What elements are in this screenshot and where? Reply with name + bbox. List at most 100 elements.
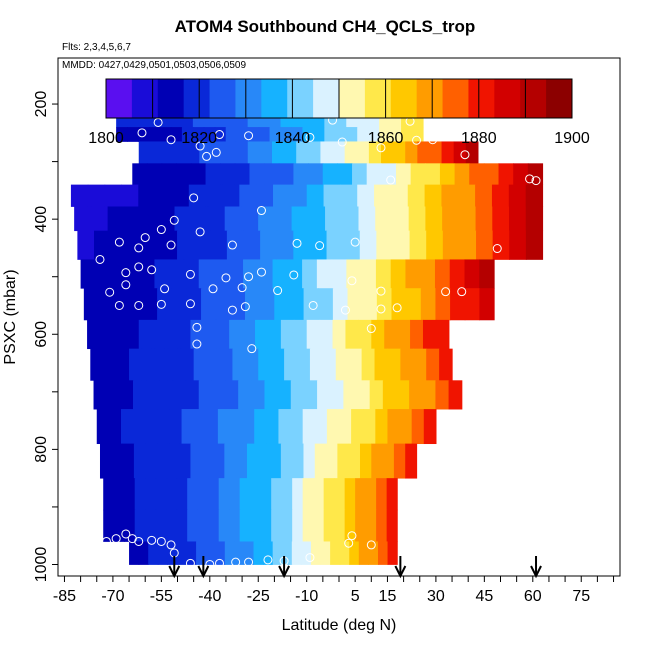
heat-cell <box>277 380 292 410</box>
sample-point <box>121 268 131 278</box>
heat-cell <box>239 509 251 542</box>
x-tick-label: 15 <box>379 588 397 605</box>
heat-cell <box>218 478 230 511</box>
sample-point <box>305 132 315 142</box>
heat-cell <box>449 259 466 289</box>
sample-point <box>244 131 254 141</box>
heat-cell <box>201 443 214 479</box>
heat-cell <box>205 184 224 207</box>
heat-cell <box>308 141 322 164</box>
heat-cell <box>382 443 395 479</box>
heat-cell <box>292 443 305 479</box>
colorbar-tick-label: 1900 <box>554 130 590 147</box>
dates-note: MMDD: 0427,0429,0501,0503,0506,0509 <box>62 60 247 71</box>
heat-cell <box>177 319 192 350</box>
heat-cell <box>356 141 370 164</box>
heat-cell <box>272 541 283 565</box>
heat-cell <box>399 409 413 445</box>
heat-cell <box>120 409 134 445</box>
sample-point <box>273 286 283 296</box>
heat-cell <box>186 541 197 565</box>
heat-cell <box>121 184 139 207</box>
colorbar-segment <box>131 79 159 118</box>
heat-cell <box>357 184 375 207</box>
y-tick-label: 400 <box>33 206 50 233</box>
heat-cell <box>176 163 192 186</box>
heat-cell <box>274 288 290 321</box>
colorbar-tick-label: 1800 <box>88 130 124 147</box>
heat-cell <box>400 348 414 381</box>
heat-cell <box>280 443 293 479</box>
heat-cell <box>322 348 337 381</box>
heat-cell <box>306 319 321 350</box>
heat-cell <box>167 443 180 479</box>
heat-cell <box>276 230 294 260</box>
heat-cell <box>387 541 398 565</box>
sample-point <box>105 287 115 297</box>
heat-cell <box>376 509 388 542</box>
heat-cell <box>176 478 188 511</box>
sample-point <box>340 305 350 315</box>
heat-cell <box>138 319 153 350</box>
heat-cell <box>99 319 114 350</box>
heat-cell <box>476 230 494 260</box>
heat-cell <box>229 478 241 511</box>
heat-cell <box>159 127 172 142</box>
colorbar-segment <box>106 79 133 118</box>
x-axis-label: Latitude (deg N) <box>282 617 397 634</box>
heat-cell <box>242 409 255 445</box>
heat-cell <box>127 113 139 128</box>
heat-cell <box>337 443 350 479</box>
heat-cell <box>454 163 470 186</box>
heat-cell <box>193 230 211 260</box>
heat-cell <box>113 478 125 511</box>
heat-cell <box>335 348 350 381</box>
heat-cell <box>258 127 271 142</box>
heat-cell <box>266 409 280 445</box>
heat-cell <box>253 541 264 565</box>
heat-cell <box>310 541 322 565</box>
heat-cell <box>269 113 282 128</box>
heat-cell <box>287 259 303 289</box>
y-tick-label: 200 <box>33 91 50 118</box>
heat-cell <box>260 478 272 511</box>
heat-cell <box>224 443 237 479</box>
heat-cell <box>181 113 194 128</box>
heat-cell <box>281 478 293 511</box>
heat-cell <box>320 541 331 565</box>
heat-cell <box>401 113 413 128</box>
colorbar-segment <box>468 79 495 118</box>
heat-cell <box>167 541 178 565</box>
heat-cell <box>133 409 146 445</box>
heat-cell <box>332 288 349 321</box>
heat-cell <box>95 259 111 289</box>
heat-cell <box>124 206 142 232</box>
axes: -85 -70 -55 -40 -25 -10 5 15 30 45 60 75 200 400 600 80… <box>33 91 615 605</box>
heat-cell <box>243 230 261 260</box>
heat-cell <box>148 541 159 565</box>
heat-cell <box>103 509 115 542</box>
heat-cell <box>362 288 378 321</box>
heat-cell <box>293 319 308 350</box>
heat-cell <box>302 409 316 445</box>
sample-point <box>156 225 166 235</box>
sample-point <box>256 206 266 216</box>
heat-cell <box>340 184 358 207</box>
heat-cell <box>365 509 377 542</box>
heat-cell <box>284 348 298 381</box>
heat-cell <box>352 163 368 186</box>
heat-cell <box>259 141 273 164</box>
heat-cell <box>154 259 170 289</box>
heat-cell <box>491 184 510 207</box>
heat-cell <box>313 127 325 142</box>
heat-cell <box>393 141 406 164</box>
colorbar-segment <box>313 79 340 118</box>
heat-cell <box>293 230 311 260</box>
heat-cell <box>278 409 292 445</box>
colorbar-segment <box>494 79 521 118</box>
heat-cell <box>492 206 510 232</box>
heat-cell <box>278 163 295 186</box>
heat-cell <box>330 380 344 410</box>
heat-cell <box>439 163 456 186</box>
heat-cell <box>448 380 463 410</box>
